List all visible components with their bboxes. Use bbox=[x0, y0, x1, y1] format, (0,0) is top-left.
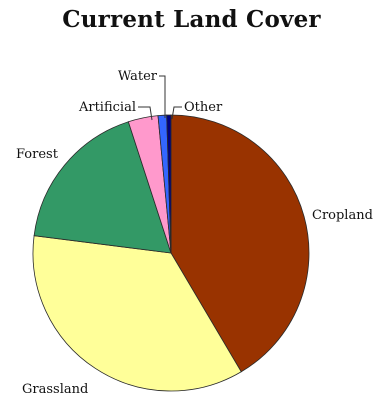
slice-grassland bbox=[32, 235, 242, 392]
chart-title: Current Land Cover bbox=[62, 6, 321, 33]
leader-line-other bbox=[171, 106, 182, 120]
slice-cropland bbox=[170, 114, 310, 373]
leader-line-water bbox=[159, 75, 166, 118]
slice-label-grassland: Grassland bbox=[22, 382, 88, 397]
slice-label-cropland: Cropland bbox=[312, 208, 373, 223]
slice-label-forest: Forest bbox=[16, 147, 59, 162]
slice-forest bbox=[33, 121, 172, 254]
slice-label-water: Water bbox=[118, 69, 158, 84]
slice-other bbox=[166, 114, 172, 254]
slice-label-other: Other bbox=[184, 100, 223, 115]
labels-layer: Cropland Grassland Forest Artificial Water Ot… bbox=[16, 69, 373, 397]
leader-line-artificial bbox=[138, 106, 153, 121]
slices-layer bbox=[32, 114, 310, 392]
slice-label-artificial: Artificial bbox=[78, 100, 136, 115]
